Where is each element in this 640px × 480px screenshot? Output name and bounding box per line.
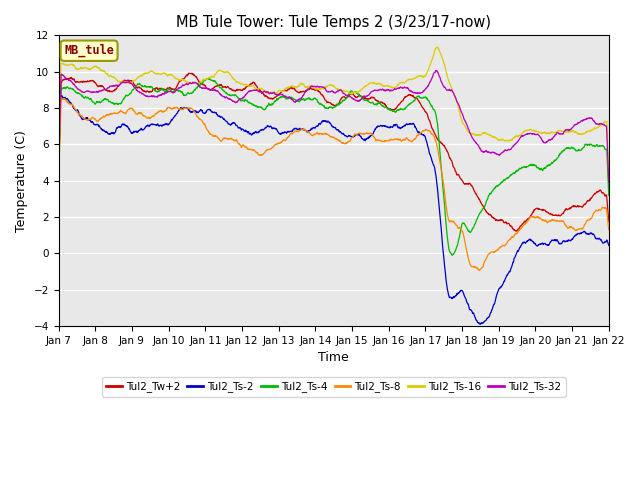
Y-axis label: Temperature (C): Temperature (C) [15, 130, 28, 232]
Text: MB_tule: MB_tule [64, 44, 114, 58]
X-axis label: Time: Time [318, 351, 349, 364]
Title: MB Tule Tower: Tule Temps 2 (3/23/17-now): MB Tule Tower: Tule Temps 2 (3/23/17-now… [176, 15, 492, 30]
Legend: Tul2_Tw+2, Tul2_Ts-2, Tul2_Ts-4, Tul2_Ts-8, Tul2_Ts-16, Tul2_Ts-32: Tul2_Tw+2, Tul2_Ts-2, Tul2_Ts-4, Tul2_Ts… [102, 377, 566, 396]
